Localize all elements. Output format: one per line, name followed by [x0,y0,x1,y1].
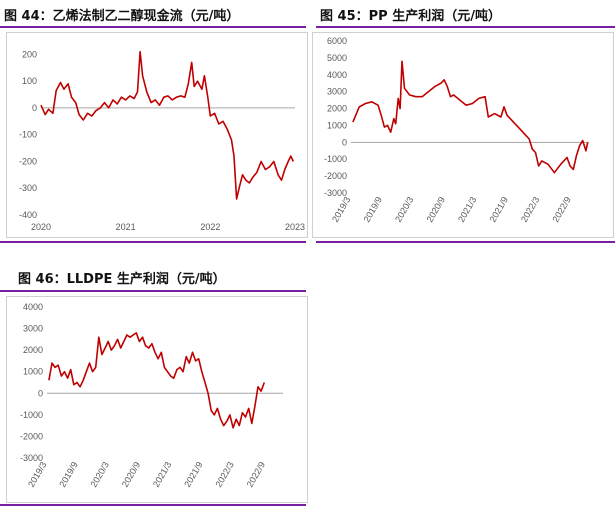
x-tick-label: 2021/3 [456,195,478,224]
chart-44-svg: -400 -300 -200 -100 0 100 200 2020 2021 2022 2023 [19,49,305,232]
x-tick-label: 2019/9 [362,195,384,224]
y-tick-label: 0 [32,103,37,113]
y-tick-label: -1000 [20,410,43,420]
y-tick-label: 4000 [327,70,347,80]
chart-46-bottom-rule [0,504,306,506]
chart-46-svg: -3000 -2000 -1000 0 1000 2000 3000 4000 2019/3 20… [20,302,283,489]
chart-45-title-rule [316,26,615,28]
y-tick-label: 3000 [327,87,347,97]
chart-45-svg: -3000 -2000 -1000 0 1000 2000 3000 4000 5000 6000… [324,36,589,224]
x-tick-label: 2019/9 [57,460,79,489]
y-tick-label: -100 [19,130,37,140]
x-tick-label: 2021/9 [488,195,510,224]
y-tick-label: 0 [342,137,347,147]
chart-46-frame: -3000 -2000 -1000 0 1000 2000 3000 4000 2019/3 20… [6,296,308,503]
y-tick-label: -1000 [324,154,347,164]
y-tick-label: 2000 [23,345,43,355]
x-tick-label: 2023 [285,222,305,232]
chart-45-frame: -3000 -2000 -1000 0 1000 2000 3000 4000 5000 6000… [312,32,614,238]
chart-44-title-rule [0,26,306,28]
y-tick-label: 4000 [23,302,43,312]
y-tick-label: -400 [19,210,37,220]
x-tick-label: 2021 [116,222,136,232]
y-tick-label: 3000 [23,324,43,334]
chart-45-title: 图 45：PP 生产利润（元/吨） [320,9,501,24]
x-tick-label: 2022/9 [245,460,267,489]
x-tick-label: 2021/9 [182,460,204,489]
chart-45-bottom-rule [316,241,615,243]
y-tick-label: 1000 [327,120,347,130]
chart-46-title-rule [0,290,306,292]
y-tick-label: -2000 [324,171,347,181]
x-tick-label: 2022/3 [213,460,235,489]
chart-46-title: 图 46：LLDPE 生产利润（元/吨） [18,272,226,287]
x-tick-label: 2020/3 [89,460,111,489]
chart-44-title: 图 44：乙烯法制乙二醇现金流（元/吨） [4,9,240,24]
x-tick-label: 2020 [31,222,51,232]
y-tick-label: 2000 [327,104,347,114]
series-line [40,50,295,200]
chart-44-frame: -400 -300 -200 -100 0 100 200 2020 2021 2022 2023 [6,32,308,238]
y-tick-label: -3000 [20,453,43,463]
y-tick-label: 0 [38,388,43,398]
x-tick-label: 2020/9 [425,195,447,224]
x-tick-label: 2022/3 [519,195,541,224]
y-tick-label: 200 [22,49,37,59]
x-tick-label: 2022/9 [550,195,572,224]
x-tick-label: 2020/3 [393,195,415,224]
series-line [48,332,266,429]
y-tick-label: 6000 [327,36,347,46]
y-tick-label: -2000 [20,431,43,441]
x-tick-label: 2021/3 [151,460,173,489]
series-line [352,60,589,174]
y-tick-label: 100 [22,76,37,86]
chart-44-bottom-rule [0,241,306,243]
x-tick-label: 2019/3 [330,195,352,224]
y-tick-label: 1000 [23,367,43,377]
x-tick-label: 2019/3 [26,460,48,489]
x-tick-label: 2020/9 [120,460,142,489]
y-tick-label: -3000 [324,188,347,198]
y-tick-label: -300 [19,183,37,193]
x-tick-label: 2022 [200,222,220,232]
y-tick-label: -200 [19,156,37,166]
y-tick-label: 5000 [327,53,347,63]
